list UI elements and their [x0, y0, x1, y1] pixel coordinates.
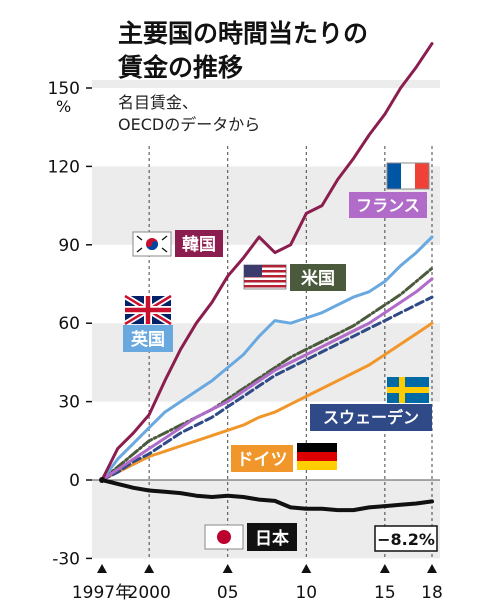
x-tick-label: 2000 [128, 583, 171, 603]
label-sweden: スウェーデン [310, 404, 432, 431]
label-usa: 米国 [290, 264, 346, 291]
label-france: フランス [349, 192, 427, 218]
x-tick-marker [222, 564, 233, 573]
y-tick-label: 60 [58, 314, 80, 334]
series-line-5 [100, 321, 434, 482]
grid-band [92, 80, 440, 88]
svg-text:−8.2%: −8.2% [377, 530, 435, 549]
y-tick-label: 150 [48, 79, 80, 99]
svg-text:ドイツ: ドイツ [237, 450, 288, 470]
label-korea: 韓国 [175, 230, 223, 257]
usa-flag-icon [243, 264, 287, 290]
x-tick-marker [144, 564, 155, 573]
series-line-0 [100, 42, 434, 482]
series-line-1 [100, 277, 434, 482]
chart-title-line1: 主要国の時間当たりの [118, 19, 368, 48]
x-tick-label: 15 [374, 583, 396, 603]
label-germany: ドイツ [231, 445, 293, 472]
y-tick-label: 30 [58, 393, 80, 413]
origin-point [99, 477, 105, 483]
japan-flag-icon [204, 524, 244, 550]
chart-subtitle-line1: 名目賃金、 [118, 93, 198, 112]
x-tick-marker [97, 564, 107, 573]
svg-text:日本: 日本 [255, 528, 289, 549]
x-tick-marker [379, 564, 390, 573]
sweden-flag-icon [387, 377, 429, 403]
x-tick-label: 05 [217, 583, 239, 603]
svg-text:韓国: 韓国 [182, 234, 216, 255]
label-uk: 英国 [123, 325, 173, 352]
y-tick-label: 90 [58, 236, 80, 256]
chart-subtitle-line2: OECDのデータから [118, 115, 260, 134]
series-line-3 [100, 266, 434, 482]
korea-flag-icon [132, 231, 172, 257]
x-tick-marker [427, 564, 437, 573]
svg-text:英国: 英国 [131, 329, 165, 350]
series-line-2 [100, 235, 434, 482]
y-axis: -30 0 30 60 90 120 150 [48, 79, 440, 569]
uk-flag-icon [123, 293, 173, 327]
svg-text:スウェーデン: スウェーデン [323, 408, 419, 427]
series-line-4 [100, 295, 434, 482]
label-japan: 日本 [247, 523, 297, 551]
y-unit-label: % [56, 97, 71, 116]
chart-title-line2: 賃金の推移 [117, 53, 243, 82]
series-lines [99, 42, 434, 513]
germany-flag-icon [297, 443, 337, 470]
svg-text:フランス: フランス [356, 196, 420, 215]
x-tick-label: 18 [421, 583, 443, 603]
x-tick-marker [301, 564, 312, 573]
y-tick-label: 120 [48, 157, 80, 177]
japan-final-value-label: −8.2% [374, 525, 438, 552]
y-tick-label: 0 [69, 471, 80, 491]
france-flag-icon [386, 162, 430, 190]
x-tick-label: 1997年 [72, 583, 132, 603]
x-tick-label: 10 [295, 583, 317, 603]
series-line-6 [100, 478, 434, 513]
svg-text:米国: 米国 [301, 268, 335, 289]
y-tick-label: -30 [52, 549, 80, 569]
